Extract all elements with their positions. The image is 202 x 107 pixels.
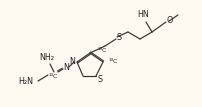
Text: ¹³C: ¹³C	[48, 74, 58, 79]
Text: ¹³C: ¹³C	[109, 59, 118, 63]
Text: HN: HN	[137, 10, 149, 19]
Text: NH₂: NH₂	[40, 53, 55, 62]
Text: H₂N: H₂N	[19, 77, 34, 85]
Text: N: N	[69, 57, 75, 66]
Text: O: O	[167, 16, 173, 25]
Text: S: S	[97, 76, 103, 85]
Text: S: S	[116, 33, 122, 42]
Text: ¹³C: ¹³C	[98, 48, 107, 53]
Text: N: N	[63, 62, 69, 71]
